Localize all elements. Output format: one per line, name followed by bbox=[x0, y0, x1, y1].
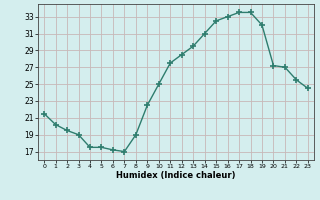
X-axis label: Humidex (Indice chaleur): Humidex (Indice chaleur) bbox=[116, 171, 236, 180]
